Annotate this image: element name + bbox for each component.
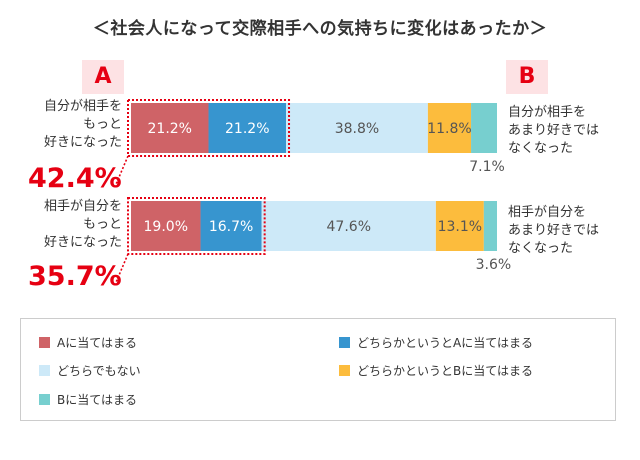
- row1-right-label: 自分が相手を あまり好きでは なくなった: [508, 104, 638, 158]
- marker-b: B: [506, 60, 548, 94]
- legend-item-b: Bに当てはまる: [39, 393, 137, 407]
- legend-swatch-neither: [39, 365, 50, 376]
- data-label-row1-neither: 38.8%: [335, 121, 379, 137]
- data-label-row2-b: 3.6%: [476, 257, 512, 273]
- legend-swatch-rather-b: [339, 365, 350, 376]
- row2-right-line3: なくなった: [508, 241, 574, 256]
- data-label-row1-a: 21.2%: [148, 121, 192, 137]
- legend-label-rather-b: どちらかというとBに当てはまる: [357, 364, 533, 378]
- bar-segment-row2-a: [131, 201, 201, 251]
- row2-left-label: 相手が自分を もっと 好きになった: [0, 198, 122, 252]
- bar-segment-row1-rather-b: [427, 103, 472, 153]
- legend-label-neither: どちらでもない: [57, 364, 141, 378]
- bar-segment-row1-rather-a: [208, 103, 287, 153]
- bar-segment-row1-b: [471, 103, 497, 153]
- legend-item-a: Aに当てはまる: [39, 336, 137, 350]
- row2-left-line3: 好きになった: [43, 235, 122, 250]
- row2-left-line1: 相手が自分を: [43, 199, 122, 214]
- legend-label-rather-a: どちらかというとAに当てはまる: [357, 336, 533, 350]
- data-label-row2-neither: 47.6%: [327, 219, 371, 235]
- row1-right-line3: なくなった: [508, 141, 574, 156]
- legend-item-neither: どちらでもない: [39, 364, 141, 378]
- legend-item-rather-a: どちらかというとAに当てはまる: [339, 336, 533, 350]
- row2-left-line2: もっと: [82, 217, 122, 232]
- data-label-row1-rather-a: 21.2%: [225, 121, 269, 137]
- bar-segment-row2-neither: [261, 201, 436, 251]
- row2-right-label: 相手が自分を あまり好きでは なくなった: [508, 204, 638, 258]
- data-label-row1-rather-b: 11.8%: [427, 121, 471, 137]
- data-label-row2-rather-a: 16.7%: [209, 219, 253, 235]
- row1-right-line2: あまり好きでは: [508, 123, 600, 138]
- highlight-box-row1: [127, 99, 291, 157]
- row1-left-line1: 自分が相手を: [43, 99, 122, 114]
- row1-left-label: 自分が相手を もっと 好きになった: [0, 98, 122, 152]
- row1-right-line1: 自分が相手を: [508, 105, 587, 120]
- legend-swatch-b: [39, 394, 50, 405]
- legend-label-b: Bに当てはまる: [57, 393, 137, 407]
- legend-label-a: Aに当てはまる: [57, 336, 137, 350]
- legend: Aに当てはまる どちらかというとAに当てはまる どちらでもない どちらかというと…: [20, 318, 616, 421]
- legend-item-rather-b: どちらかというとBに当てはまる: [339, 364, 533, 378]
- row2-right-line2: あまり好きでは: [508, 223, 600, 238]
- row1-left-line3: 好きになった: [43, 135, 122, 150]
- row1-left-line2: もっと: [82, 117, 122, 132]
- data-label-row2-rather-b: 13.1%: [438, 219, 482, 235]
- row2-combined-percent: 35.7%: [28, 261, 122, 292]
- bar-segment-row1-neither: [286, 103, 428, 153]
- bar-segment-row1-a: [131, 103, 209, 153]
- bar-segment-row2-b: [483, 201, 497, 251]
- bar-segment-row2-rather-a: [200, 201, 262, 251]
- data-label-row2-a: 19.0%: [144, 219, 188, 235]
- legend-swatch-rather-a: [339, 337, 350, 348]
- row2-right-line1: 相手が自分を: [508, 205, 587, 220]
- data-label-row1-b: 7.1%: [469, 159, 505, 175]
- row1-combined-percent: 42.4%: [28, 163, 122, 194]
- legend-swatch-a: [39, 337, 50, 348]
- bar-segment-row2-rather-b: [435, 201, 484, 251]
- chart-title: ＜社会人になって交際相手への気持ちに変化はあったか＞: [92, 19, 548, 39]
- marker-a: A: [82, 60, 124, 94]
- highlight-box-row2: [127, 197, 266, 255]
